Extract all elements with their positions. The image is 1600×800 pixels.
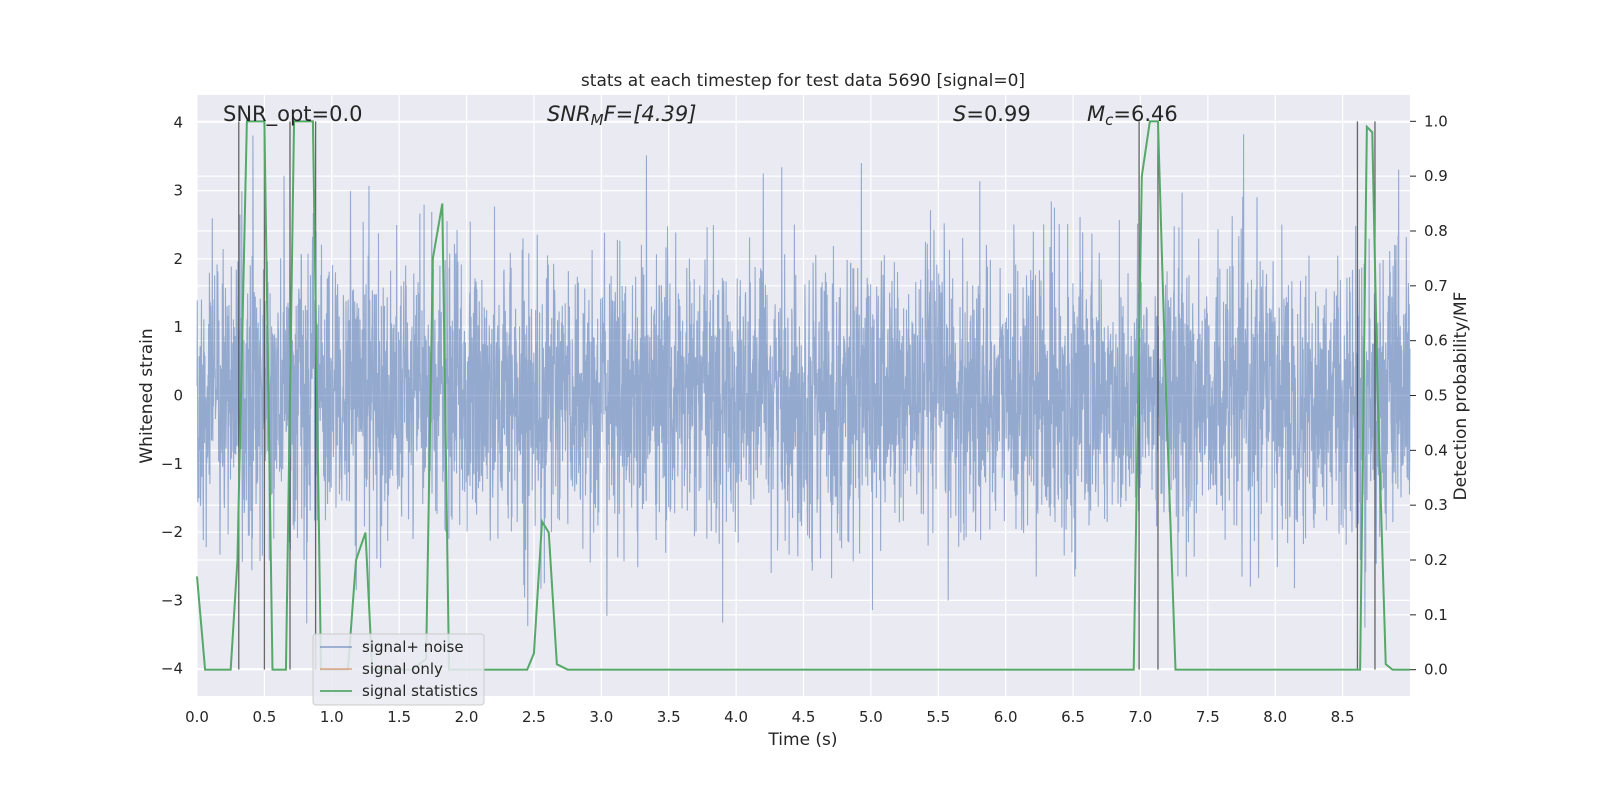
y-tick-label-right: 0.2 [1424,551,1448,569]
y-tick-label-right: 0.3 [1424,496,1448,514]
mc-subscript: c [1105,111,1114,129]
x-tick-label: 4.5 [792,708,816,726]
y-tick-label-right: 0.8 [1424,222,1448,240]
y-tick-label-left: −2 [161,523,183,541]
mc-symbol: M [1087,102,1105,126]
s-symbol: S [953,102,966,126]
x-tick-label: 2.5 [522,708,546,726]
annotation-mc: Mc=6.46 [1087,102,1178,129]
snr-mf-symbol: SNR [547,102,591,126]
legend-box [312,633,485,706]
x-axis-label: Time (s) [767,730,837,750]
snr-mf-value: F=[4.39] [604,102,697,126]
y-ticks-right: 0.0 0.1 0.2 0.3 0.4 0.5 0.6 0.7 0.8 0.9 1.0 [1410,112,1448,679]
legend-label-statistics: signal statistics [362,682,478,700]
x-tick-label: 7.5 [1196,708,1220,726]
x-tick-label: 1.5 [387,708,411,726]
annotation-snr-mf: SNRMF=[4.39] [547,102,696,129]
y-tick-label-right: 0.1 [1424,606,1448,624]
x-tick-label: 8.0 [1263,708,1287,726]
y-tick-label-left: 3 [173,182,183,200]
annotation-snr-opt: SNR_opt=0.0 [223,102,363,127]
y-tick-label-left: 2 [173,250,183,268]
x-tick-label: 3.5 [657,708,681,726]
y-axis-label-left: Whitened strain [137,328,157,463]
x-tick-label: 8.5 [1331,708,1355,726]
y-tick-label-right: 0.5 [1424,387,1448,405]
annotation-s: S=0.99 [953,102,1031,126]
statistics-line [196,120,1410,671]
x-tick-label: 4.0 [724,708,748,726]
y-tick-label-left: −4 [161,660,183,678]
y-tick-label-left: 0 [173,387,183,405]
legend: signal+ noise signal only signal statist… [312,633,485,706]
x-tick-label: 7.0 [1129,708,1153,726]
noise-series [196,134,1411,628]
y-tick-label-right: 0.4 [1424,441,1448,459]
x-tick-label: 5.0 [859,708,883,726]
y-tick-label-left: −1 [161,455,183,473]
y-tick-label-right: 0.9 [1424,167,1448,185]
noise-line [196,134,1411,628]
chart-title: stats at each timestep for test data 569… [581,71,1025,91]
x-tick-label: 6.5 [1061,708,1085,726]
x-tick-label: 0.0 [185,708,209,726]
mc-value: =6.46 [1113,102,1177,126]
y-tick-label-right: 0.7 [1424,277,1448,295]
s-value: =0.99 [966,102,1030,126]
legend-label-signal: signal only [362,660,443,678]
statistics-series [196,120,1410,671]
y-tick-label-right: 0.0 [1424,661,1448,679]
x-tick-label: 3.0 [589,708,613,726]
y-tick-label-left: −3 [161,591,183,609]
y-tick-label-left: 1 [173,318,183,336]
y-ticks-left: −4 −3 −2 −1 0 1 2 3 4 [161,113,183,677]
x-tick-label: 0.5 [252,708,276,726]
x-tick-label: 2.0 [455,708,479,726]
x-tick-label: 6.0 [994,708,1018,726]
x-ticks: 0.0 0.5 1.0 1.5 2.0 2.5 3.0 3.5 4.0 4.5 5.0 5.5 6.0 6… [185,708,1354,726]
y-tick-label-right: 0.6 [1424,332,1448,350]
y-tick-label-right: 1.0 [1424,112,1448,130]
x-tick-label: 5.5 [926,708,950,726]
y-tick-label-left: 4 [173,113,183,131]
x-tick-label: 1.0 [320,708,344,726]
y-axis-label-right: Detection probability/MF [1451,292,1471,501]
legend-label-noise: signal+ noise [362,638,464,656]
snr-mf-subscript: M [591,111,604,129]
